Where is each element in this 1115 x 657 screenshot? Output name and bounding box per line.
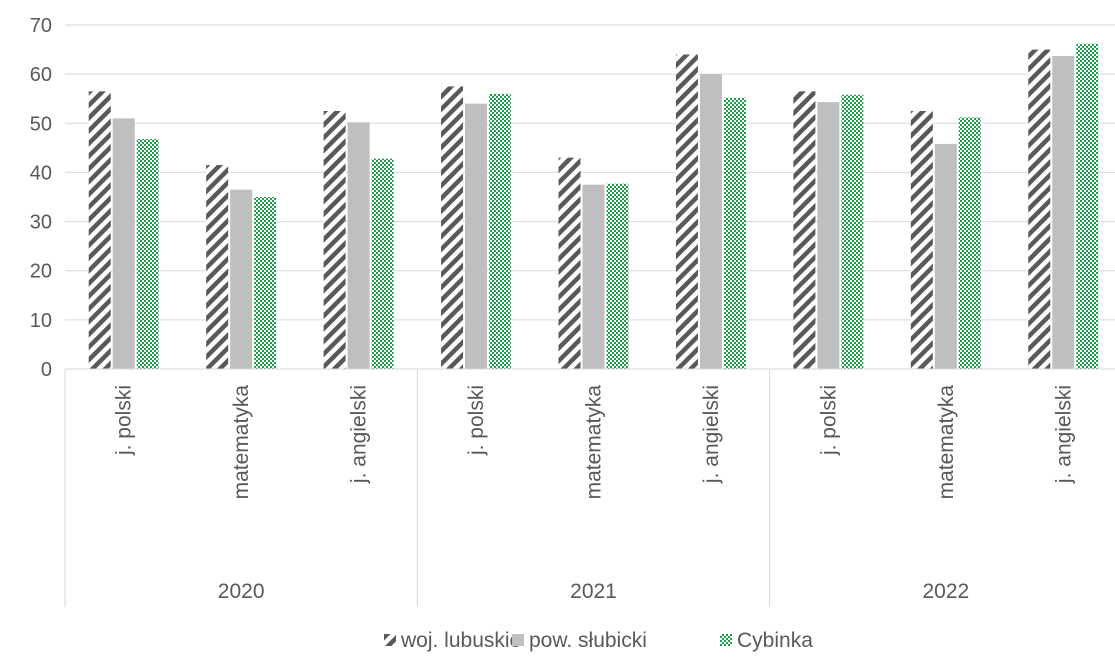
category-label: matematyka bbox=[230, 385, 253, 500]
bar-pow-s-ubicki bbox=[1052, 55, 1075, 370]
y-tick-label: 70 bbox=[30, 15, 52, 37]
bar-pow-s-ubicki bbox=[582, 184, 605, 369]
bar-woj-lubuskie bbox=[206, 165, 229, 369]
y-tick-label: 0 bbox=[41, 359, 52, 381]
bar-cybinka bbox=[254, 197, 277, 369]
bar-woj-lubuskie bbox=[441, 86, 464, 369]
legend: woj. lubuskie pow. słubicki Cybinka bbox=[384, 629, 813, 652]
legend-swatch bbox=[512, 634, 524, 646]
category-label: matematyka bbox=[935, 385, 958, 500]
legend-label: pow. słubicki bbox=[529, 629, 647, 652]
bar-woj-lubuskie bbox=[558, 157, 581, 369]
legend-swatch bbox=[720, 634, 732, 646]
bar-cybinka bbox=[1076, 43, 1099, 369]
bar-pow-s-ubicki bbox=[230, 189, 253, 369]
group-label: 2021 bbox=[570, 580, 617, 603]
bar-cybinka bbox=[606, 183, 629, 369]
bar-cybinka bbox=[841, 94, 864, 369]
bar-pow-s-ubicki bbox=[112, 118, 135, 369]
bar-pow-s-ubicki bbox=[465, 103, 488, 369]
category-label: j. polski bbox=[817, 385, 840, 456]
category-label: matematyka bbox=[583, 385, 606, 500]
category-label: j. angielski bbox=[1052, 385, 1075, 484]
bars bbox=[88, 43, 1099, 370]
y-tick-label: 60 bbox=[30, 64, 52, 86]
bar-pow-s-ubicki bbox=[817, 102, 840, 369]
bar-cybinka bbox=[958, 117, 981, 369]
y-tick-label: 10 bbox=[30, 310, 52, 332]
category-label: j. angielski bbox=[348, 385, 371, 484]
y-axis: 0 10 20 30 40 50 60 70 bbox=[30, 15, 52, 381]
bar-pow-s-ubicki bbox=[934, 143, 957, 369]
y-tick-label: 30 bbox=[30, 212, 52, 234]
bar-woj-lubuskie bbox=[910, 111, 933, 369]
bar-woj-lubuskie bbox=[793, 91, 816, 369]
bar-woj-lubuskie bbox=[323, 111, 346, 369]
bar-woj-lubuskie bbox=[675, 54, 698, 369]
y-tick-label: 50 bbox=[30, 113, 52, 135]
bar-cybinka bbox=[489, 93, 512, 370]
category-label: j. polski bbox=[465, 385, 488, 456]
group-label: 2020 bbox=[218, 580, 265, 603]
legend-swatch bbox=[384, 634, 396, 646]
bar-cybinka bbox=[136, 139, 159, 369]
bar-woj-lubuskie bbox=[88, 91, 111, 369]
bar-pow-s-ubicki bbox=[699, 74, 722, 370]
group-label: 2022 bbox=[922, 580, 969, 603]
category-label: j. polski bbox=[113, 385, 136, 456]
y-tick-label: 40 bbox=[30, 162, 52, 184]
category-label: j. angielski bbox=[700, 385, 723, 484]
y-tick-label: 20 bbox=[30, 261, 52, 283]
bar-woj-lubuskie bbox=[1028, 49, 1051, 369]
bar-cybinka bbox=[371, 158, 394, 369]
legend-label: woj. lubuskie bbox=[400, 629, 521, 652]
bar-pow-s-ubicki bbox=[347, 122, 370, 369]
bar-cybinka bbox=[723, 97, 746, 369]
legend-label: Cybinka bbox=[737, 629, 813, 652]
x-axis: j. polski matematyka j. angielski 2020 j. po… bbox=[64, 368, 1115, 607]
